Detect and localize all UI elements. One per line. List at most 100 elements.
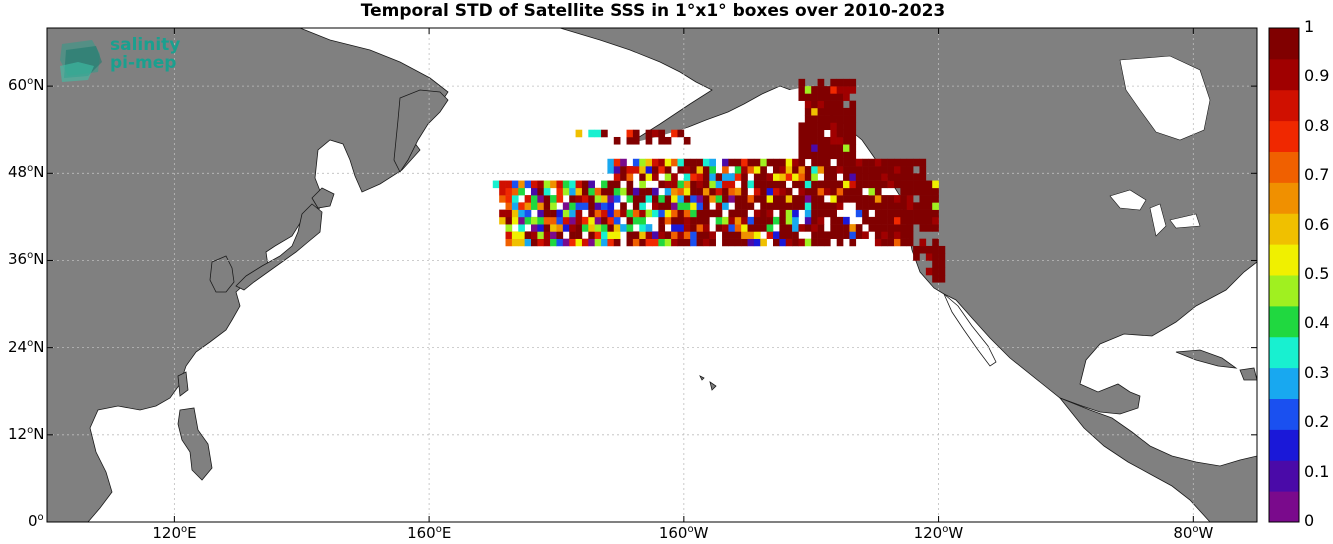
sss-cell	[690, 238, 697, 247]
great-lakes	[1109, 189, 1201, 237]
lat-label: 0o	[28, 512, 44, 530]
sss-cell	[804, 151, 812, 160]
sss-cell	[836, 86, 844, 94]
sss-cell	[817, 158, 825, 167]
sss-cell	[511, 238, 519, 247]
sss-cell	[811, 231, 818, 239]
sss-cell	[645, 231, 653, 239]
sss-cell	[830, 86, 837, 94]
sss-cell	[683, 195, 691, 203]
sss-cell	[652, 195, 659, 203]
sss-cell	[702, 166, 710, 174]
sss-cell	[874, 224, 882, 232]
sss-cell	[804, 195, 812, 203]
sss-cell	[664, 187, 672, 196]
sss-cell	[830, 107, 837, 116]
sss-cell	[792, 231, 799, 239]
sss-cell	[677, 158, 685, 167]
sss-cell	[645, 166, 653, 174]
sss-cell	[925, 187, 933, 196]
sss-cell	[639, 180, 646, 189]
sss-cell	[766, 202, 774, 210]
sss-cell	[524, 216, 532, 225]
sss-cell	[594, 202, 602, 210]
sss-cell	[683, 180, 691, 189]
sss-cell	[601, 216, 608, 225]
sss-cell	[715, 187, 723, 196]
sss-cell	[862, 166, 869, 174]
sss-cell	[613, 180, 621, 189]
colorbar-swatch	[1269, 460, 1299, 492]
sss-cell	[830, 129, 837, 138]
sss-cell	[594, 224, 602, 232]
sss-cell	[562, 209, 570, 218]
sss-cell	[887, 195, 895, 203]
colorbar-tick-label: 0.6	[1304, 214, 1330, 234]
sss-cell	[613, 136, 621, 145]
sss-cell	[887, 158, 895, 167]
sss-cell	[569, 238, 576, 247]
sss-cell	[906, 216, 914, 225]
sss-cell	[753, 209, 761, 218]
sss-cell	[932, 267, 939, 276]
sss-cell	[913, 209, 920, 218]
sss-cell	[747, 202, 755, 210]
sss-cell	[900, 173, 908, 181]
sss-cell	[613, 238, 621, 247]
sss-cell	[817, 115, 825, 123]
sss-cell	[894, 216, 901, 225]
sss-cell	[664, 173, 672, 181]
sss-cell	[919, 187, 927, 196]
sss-cell	[925, 253, 933, 261]
sss-cell	[722, 231, 729, 239]
sss-cell	[671, 231, 678, 239]
sss-cell	[894, 173, 901, 181]
sss-cell	[671, 238, 678, 247]
sss-cell	[900, 209, 908, 218]
sss-cell	[900, 231, 908, 239]
sss-cell	[531, 238, 538, 247]
colorbar-frame	[1268, 27, 1300, 523]
sss-cell	[906, 173, 914, 181]
sss-cell	[690, 209, 697, 218]
sss-cell	[881, 231, 888, 239]
sss-cell	[792, 216, 799, 225]
sss-cell	[632, 158, 640, 167]
sss-cell	[562, 180, 570, 189]
sss-cell	[607, 238, 615, 247]
sss-cell	[524, 209, 532, 218]
sss-cell	[550, 216, 557, 225]
sss-cell	[613, 216, 621, 225]
sss-cell	[932, 253, 939, 261]
sss-cell	[652, 202, 659, 210]
sss-cell	[932, 202, 939, 210]
sss-cell	[823, 238, 831, 247]
sss-cell	[543, 209, 551, 218]
sss-cell	[925, 224, 933, 232]
sss-cell	[658, 224, 666, 232]
sss-cell	[518, 180, 525, 189]
sss-cell	[887, 166, 895, 174]
sss-cell	[836, 136, 844, 145]
sss-cell	[747, 195, 755, 203]
sss-cell	[741, 187, 748, 196]
sss-cell	[683, 238, 691, 247]
sss-cell	[690, 180, 697, 189]
lon-label: 120oE	[152, 524, 197, 542]
sss-cell	[645, 195, 653, 203]
sss-cell	[734, 224, 742, 232]
sss-cell	[741, 158, 748, 167]
sss-cell	[817, 238, 825, 247]
sss-cell	[626, 129, 634, 138]
sss-cell	[722, 195, 729, 203]
sss-cell	[550, 180, 557, 189]
sss-cell	[741, 224, 748, 232]
sss-cell	[843, 224, 850, 232]
sss-cell	[658, 166, 666, 174]
sss-cell	[843, 107, 850, 116]
sss-cell	[836, 180, 844, 189]
sss-cell	[741, 202, 748, 210]
sss-cell	[773, 216, 780, 225]
sss-cell	[925, 195, 933, 203]
sss-cell	[849, 78, 857, 87]
